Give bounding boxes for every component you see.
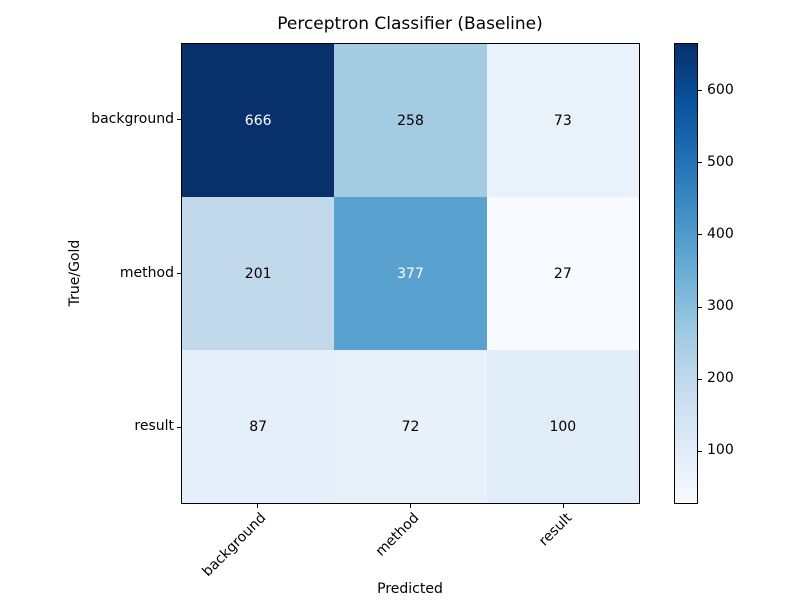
colorbar-tickmark	[698, 234, 702, 236]
colorbar-tick-label-500: 500	[707, 153, 734, 170]
heatmap-cell-method-method: 377	[334, 197, 487, 350]
colorbar-tickmark	[698, 162, 702, 164]
heatmap-cell-result-method: 72	[334, 350, 487, 503]
colorbar-tickmark	[698, 306, 702, 308]
y-tick-label-background: background	[91, 110, 174, 127]
y-tick-label-result: result	[134, 418, 174, 435]
colorbar-tick-label-600: 600	[707, 81, 734, 98]
colorbar-tick-label-100: 100	[707, 442, 734, 459]
x-tickmark	[410, 504, 411, 508]
colorbar-tickmark	[698, 450, 702, 452]
heatmap-cell-background-result: 73	[486, 44, 639, 197]
y-tick-label-method: method	[119, 264, 174, 281]
x-tickmark	[563, 504, 564, 508]
y-tickmark	[177, 273, 181, 274]
colorbar-tick-label-200: 200	[707, 370, 734, 387]
colorbar-tick-label-300: 300	[707, 298, 734, 315]
colorbar-tickmark	[698, 90, 702, 92]
x-axis-label: Predicted	[377, 581, 443, 597]
heatmap-cell-result-result: 100	[486, 350, 639, 503]
heatmap-cell-result-background: 87	[182, 350, 335, 503]
y-tickmark	[177, 119, 181, 121]
heatmap-cell-background-background: 666	[182, 44, 335, 197]
heatmap-cell-method-background: 201	[182, 197, 335, 350]
x-tickmark	[257, 504, 258, 508]
colorbar-tick-label-400: 400	[707, 225, 734, 242]
y-tickmark	[177, 426, 181, 428]
chart-title: Perceptron Classifier (Baseline)	[277, 14, 543, 34]
heatmap-plot-area: 666 258 73 201 377 27 87 72 100	[181, 43, 640, 504]
colorbar	[674, 43, 698, 504]
colorbar-tickmark	[698, 378, 702, 380]
heatmap-cell-method-result: 27	[486, 197, 639, 350]
heatmap-cell-background-method: 258	[334, 44, 487, 197]
